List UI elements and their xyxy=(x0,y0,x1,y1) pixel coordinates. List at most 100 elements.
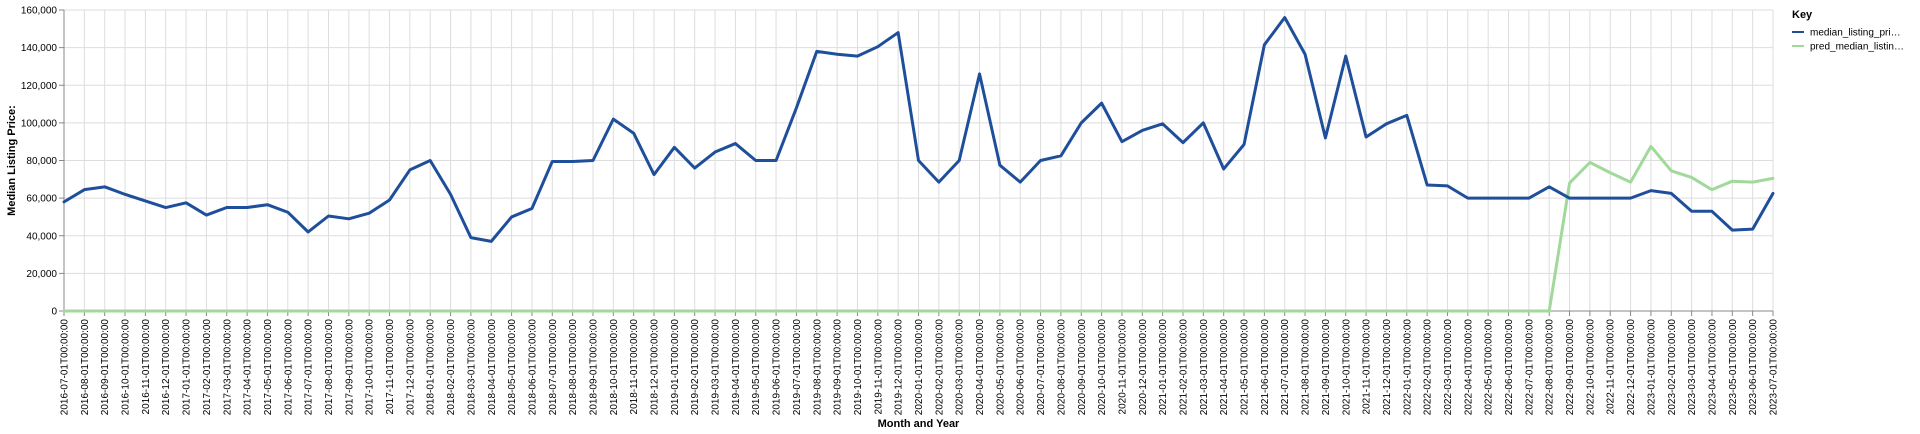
series-layer xyxy=(62,16,1775,313)
x-tick-label: 2021-07-01T00:00:00 xyxy=(1280,319,1291,416)
x-tick-label: 2020-07-01T00:00:00 xyxy=(1036,319,1047,416)
x-tick-label: 2017-10-01T00:00:00 xyxy=(365,319,376,416)
x-tick-label: 2023-06-01T00:00:00 xyxy=(1748,319,1759,416)
legend-title: Key xyxy=(1792,9,1813,21)
x-tick-label: 2021-03-01T00:00:00 xyxy=(1199,319,1210,416)
x-tick-label: 2022-12-01T00:00:00 xyxy=(1626,319,1637,416)
x-tick-label: 2022-08-01T00:00:00 xyxy=(1545,319,1556,416)
x-tick-label: 2018-12-01T00:00:00 xyxy=(650,319,661,416)
x-tick-label: 2022-10-01T00:00:00 xyxy=(1585,319,1596,416)
x-tick-label: 2018-11-01T00:00:00 xyxy=(629,319,640,415)
x-tick-label: 2017-01-01T00:00:00 xyxy=(182,319,193,416)
x-tick-label: 2021-12-01T00:00:00 xyxy=(1382,319,1393,416)
x-tick-label: 2021-02-01T00:00:00 xyxy=(1178,319,1189,416)
x-tick-label: 2018-08-01T00:00:00 xyxy=(568,319,579,416)
x-tick-label: 2018-05-01T00:00:00 xyxy=(507,319,518,416)
x-tick-label: 2019-02-01T00:00:00 xyxy=(690,319,701,416)
x-tick-label: 2018-02-01T00:00:00 xyxy=(446,319,457,416)
x-tick-label: 2022-11-01T00:00:00 xyxy=(1606,319,1617,415)
y-tick-label: 60,000 xyxy=(26,194,57,205)
x-tick-label: 2020-10-01T00:00:00 xyxy=(1097,319,1108,416)
x-tick-label: 2023-01-01T00:00:00 xyxy=(1646,319,1657,416)
x-tick-label: 2017-07-01T00:00:00 xyxy=(304,319,315,416)
x-tick-label: 2020-09-01T00:00:00 xyxy=(1077,319,1088,416)
x-tick-label: 2017-08-01T00:00:00 xyxy=(324,319,335,416)
y-axis-title: Median Listing Price: xyxy=(6,105,18,216)
x-tick-label: 2020-02-01T00:00:00 xyxy=(934,319,945,416)
legend-label: median_listing_pri… xyxy=(1810,28,1901,39)
y-tick-label: 40,000 xyxy=(26,231,57,242)
x-tick-label: 2019-09-01T00:00:00 xyxy=(833,319,844,416)
x-tick-label: 2023-05-01T00:00:00 xyxy=(1728,319,1739,416)
x-tick-label: 2019-01-01T00:00:00 xyxy=(670,319,681,416)
x-tick-label: 2022-05-01T00:00:00 xyxy=(1484,319,1495,416)
x-tick-label: 2017-04-01T00:00:00 xyxy=(243,319,254,416)
grid xyxy=(63,9,1774,312)
x-tick-label: 2020-11-01T00:00:00 xyxy=(1117,319,1128,415)
x-tick-label: 2021-05-01T00:00:00 xyxy=(1240,319,1251,416)
y-tick-label: 20,000 xyxy=(26,269,57,280)
x-tick-label: 2021-09-01T00:00:00 xyxy=(1321,319,1332,416)
x-tick-label: 2016-10-01T00:00:00 xyxy=(121,319,132,416)
x-tick-label: 2017-03-01T00:00:00 xyxy=(222,319,233,416)
x-tick-label: 2020-06-01T00:00:00 xyxy=(1016,319,1027,416)
x-tick-label: 2022-03-01T00:00:00 xyxy=(1443,319,1454,416)
x-tick-label: 2021-08-01T00:00:00 xyxy=(1301,319,1312,416)
series-line-0 xyxy=(62,16,1775,243)
x-tick-label: 2021-11-01T00:00:00 xyxy=(1362,319,1373,415)
y-tick-label: 100,000 xyxy=(21,118,58,129)
series-line-1 xyxy=(62,144,1775,313)
x-tick-label: 2017-06-01T00:00:00 xyxy=(283,319,294,416)
x-tick-label: 2020-03-01T00:00:00 xyxy=(955,319,966,416)
x-tick-label: 2018-01-01T00:00:00 xyxy=(426,319,437,416)
y-tick-label: 0 xyxy=(51,307,57,318)
x-tick-label: 2016-07-01T00:00:00 xyxy=(60,319,71,416)
legend: Key median_listing_pri… pred_median_listi… xyxy=(1792,9,1904,53)
x-tick-label: 2019-10-01T00:00:00 xyxy=(853,319,864,416)
x-tick-label: 2018-06-01T00:00:00 xyxy=(527,319,538,416)
x-tick-label: 2016-11-01T00:00:00 xyxy=(141,319,152,415)
x-tick-label: 2022-07-01T00:00:00 xyxy=(1524,319,1535,416)
x-tick-label: 2016-12-01T00:00:00 xyxy=(161,319,172,416)
x-axis-title: Month and Year xyxy=(878,418,960,430)
x-tick-label: 2018-07-01T00:00:00 xyxy=(548,319,559,416)
y-tick-label: 80,000 xyxy=(26,156,57,167)
x-tick-label: 2020-08-01T00:00:00 xyxy=(1056,319,1067,416)
x-tick-label: 2016-09-01T00:00:00 xyxy=(100,319,111,416)
x-tick-label: 2023-03-01T00:00:00 xyxy=(1687,319,1698,416)
x-tick-label: 2020-01-01T00:00:00 xyxy=(914,319,925,416)
x-tick-label: 2022-01-01T00:00:00 xyxy=(1402,319,1413,416)
x-tick-label: 2019-08-01T00:00:00 xyxy=(812,319,823,416)
x-tick-label: 2017-02-01T00:00:00 xyxy=(202,319,213,416)
x-tick-label: 2017-12-01T00:00:00 xyxy=(405,319,416,416)
x-tick-label: 2017-09-01T00:00:00 xyxy=(344,319,355,416)
y-tick-label: 120,000 xyxy=(21,81,58,92)
y-axis: 0 20,000 40,000 60,000 80,000 100,000 120,000 1… xyxy=(21,6,65,318)
x-tick-label: 2022-09-01T00:00:00 xyxy=(1565,319,1576,416)
x-tick-label: 2019-04-01T00:00:00 xyxy=(731,319,742,416)
x-tick-label: 2019-11-01T00:00:00 xyxy=(873,319,884,415)
x-tick-label: 2016-08-01T00:00:00 xyxy=(80,319,91,416)
x-tick-label: 2023-04-01T00:00:00 xyxy=(1707,319,1718,416)
y-tick-label: 160,000 xyxy=(21,6,58,17)
x-tick-label: 2023-07-01T00:00:00 xyxy=(1769,319,1780,416)
x-tick-label: 2018-04-01T00:00:00 xyxy=(487,319,498,416)
x-tick-label: 2021-04-01T00:00:00 xyxy=(1219,319,1230,416)
x-tick-label: 2022-02-01T00:00:00 xyxy=(1423,319,1434,416)
x-tick-label: 2019-03-01T00:00:00 xyxy=(711,319,722,416)
x-tick-label: 2023-02-01T00:00:00 xyxy=(1667,319,1678,416)
legend-label: pred_median_listin… xyxy=(1810,42,1904,53)
x-tick-label: 2022-04-01T00:00:00 xyxy=(1463,319,1474,416)
x-tick-label: 2018-09-01T00:00:00 xyxy=(588,319,599,416)
x-axis: 2016-07-01T00:00:00 2016-08-01T00:00:00 20… xyxy=(60,310,1780,416)
x-tick-label: 2020-12-01T00:00:00 xyxy=(1138,319,1149,416)
x-tick-label: 2017-11-01T00:00:00 xyxy=(385,319,396,415)
x-tick-label: 2020-05-01T00:00:00 xyxy=(995,319,1006,416)
x-tick-label: 2021-06-01T00:00:00 xyxy=(1260,319,1271,416)
x-tick-label: 2021-01-01T00:00:00 xyxy=(1158,319,1169,416)
x-tick-label: 2020-04-01T00:00:00 xyxy=(975,319,986,416)
x-tick-label: 2019-07-01T00:00:00 xyxy=(792,319,803,416)
x-tick-label: 2017-05-01T00:00:00 xyxy=(263,319,274,416)
